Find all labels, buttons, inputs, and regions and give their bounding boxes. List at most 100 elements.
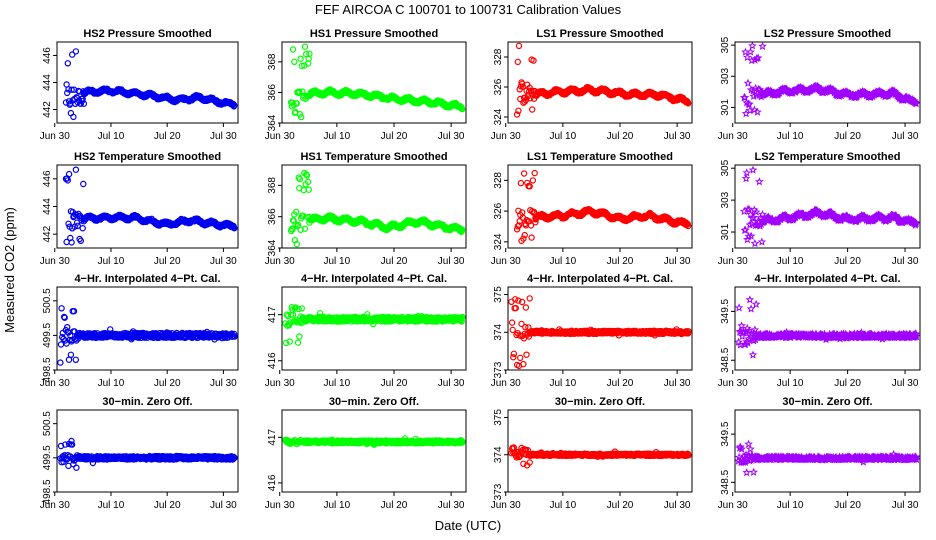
data-point <box>685 100 692 107</box>
panel-12: 4−Hr. Interpolated 4−Pt. Cal.Jun 30 Jul 1… <box>718 273 921 389</box>
data-point <box>753 107 762 116</box>
data-point <box>518 298 526 306</box>
data-point <box>741 327 751 336</box>
y-tick-label: 326 <box>493 202 504 219</box>
data-point <box>740 93 750 102</box>
data-point <box>65 220 72 227</box>
x-tick-label: Jul 20 <box>381 256 408 267</box>
panel-frame <box>56 286 239 371</box>
x-tick-label: Jun 30 <box>265 256 295 267</box>
data-point <box>523 351 530 358</box>
y-tick-label: 373 <box>493 361 504 378</box>
x-tick-label: Jul 20 <box>381 131 408 142</box>
data-point <box>528 234 535 241</box>
data-point <box>293 208 300 216</box>
data-point <box>294 339 302 346</box>
x-tick-label: Jul 10 <box>550 378 577 389</box>
panel-title: HS1 Temperature Smoothed <box>300 151 447 163</box>
x-tick-label: Jul 10 <box>98 131 125 142</box>
data-point <box>520 360 527 368</box>
data-point <box>291 58 298 66</box>
data-point <box>742 168 752 177</box>
x-tick-label: Jul 20 <box>607 256 634 267</box>
data-point <box>303 50 310 58</box>
data-point <box>295 305 302 313</box>
data-points <box>735 295 920 359</box>
data-point <box>295 174 302 181</box>
data-point <box>80 180 87 188</box>
data-point <box>747 219 757 228</box>
data-point <box>296 333 303 340</box>
data-point <box>741 174 751 183</box>
y-tick-label: 301 <box>720 99 731 116</box>
x-tick-label: Jul 10 <box>98 256 125 267</box>
panel-title: 4−Hr. Interpolated 4−Pt. Cal. <box>301 273 447 285</box>
y-tick-label: 374 <box>493 323 504 340</box>
data-points <box>282 304 466 347</box>
panel-frame <box>507 41 693 124</box>
panel-title: HS1 Pressure Smoothed <box>310 28 438 40</box>
x-tick-label: Jun 30 <box>265 131 295 142</box>
data-point <box>459 226 466 233</box>
x-tick-label: Jul 30 <box>664 378 691 389</box>
data-point <box>298 305 305 312</box>
y-tick-label: 326 <box>493 78 504 95</box>
data-point <box>510 350 518 357</box>
x-tick-label: Jul 30 <box>210 256 237 267</box>
data-point <box>512 296 519 303</box>
y-tick-label: 446 <box>42 170 53 187</box>
data-point <box>289 311 297 318</box>
y-tick-label: 446 <box>42 47 53 64</box>
data-point <box>515 42 523 50</box>
data-point <box>458 318 465 325</box>
data-points <box>739 42 920 118</box>
data-point <box>745 295 755 304</box>
data-points <box>287 43 466 121</box>
x-tick-label: Jun 30 <box>40 131 70 142</box>
data-point <box>735 303 744 312</box>
data-point <box>299 88 306 95</box>
panel-frame <box>281 41 467 124</box>
panel-10: 4−Hr. Interpolated 4−Pt. Cal. Jun 30 Jul 1… <box>265 273 467 389</box>
data-point <box>72 166 80 173</box>
data-point <box>743 52 752 62</box>
x-tick-label: Jul 20 <box>834 256 861 267</box>
data-point <box>306 50 313 58</box>
data-point <box>296 88 303 95</box>
figure-x-label: Date (UTC) <box>435 518 501 533</box>
data-point <box>744 100 754 109</box>
data-point <box>517 179 525 187</box>
data-point <box>515 107 522 115</box>
data-point <box>513 111 521 118</box>
data-point <box>231 102 238 109</box>
data-point <box>517 354 524 362</box>
x-tick-label: Jun 30 <box>491 256 521 267</box>
panel-frame <box>281 286 467 371</box>
data-point <box>286 338 293 345</box>
data-point <box>520 170 528 177</box>
panel-frame <box>734 41 921 124</box>
data-point <box>741 339 750 348</box>
data-point <box>294 221 302 229</box>
data-point <box>231 224 238 232</box>
data-point <box>62 337 69 344</box>
x-tick-label: Jun 30 <box>40 256 70 267</box>
data-point <box>303 172 311 179</box>
x-tick-label: Jul 10 <box>324 378 351 389</box>
data-point <box>758 210 767 219</box>
data-point <box>751 299 761 309</box>
x-tick-label: Jun 30 <box>265 378 295 389</box>
data-point <box>515 297 522 304</box>
data-point <box>67 351 75 358</box>
y-tick-label: 416 <box>267 352 278 369</box>
data-points <box>513 169 692 245</box>
x-tick-label: Jul 30 <box>438 131 465 142</box>
panel-frame <box>281 164 467 249</box>
panel-frame <box>56 41 239 124</box>
x-tick-label: Jul 20 <box>607 131 634 142</box>
data-point <box>741 225 750 234</box>
data-point <box>743 78 753 87</box>
x-tick-label: Jul 20 <box>834 131 861 142</box>
data-point <box>911 98 920 107</box>
